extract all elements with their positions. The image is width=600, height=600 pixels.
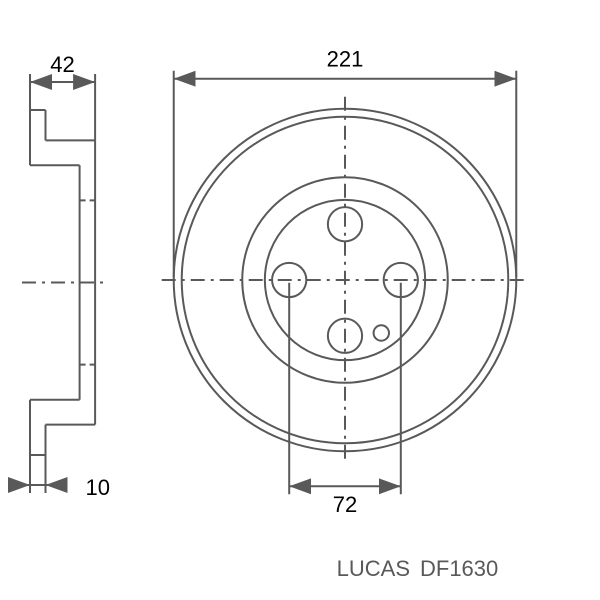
dim-72: 72 bbox=[333, 492, 357, 517]
brand-label: LUCAS bbox=[337, 556, 410, 581]
dim-42: 42 bbox=[50, 52, 74, 77]
dim-10: 10 bbox=[86, 475, 110, 500]
dim-221: 221 bbox=[327, 47, 364, 72]
technical-drawing: 221 72 42 10 LUCAS DF1630 bbox=[0, 0, 600, 600]
part-number: DF1630 bbox=[420, 556, 498, 581]
